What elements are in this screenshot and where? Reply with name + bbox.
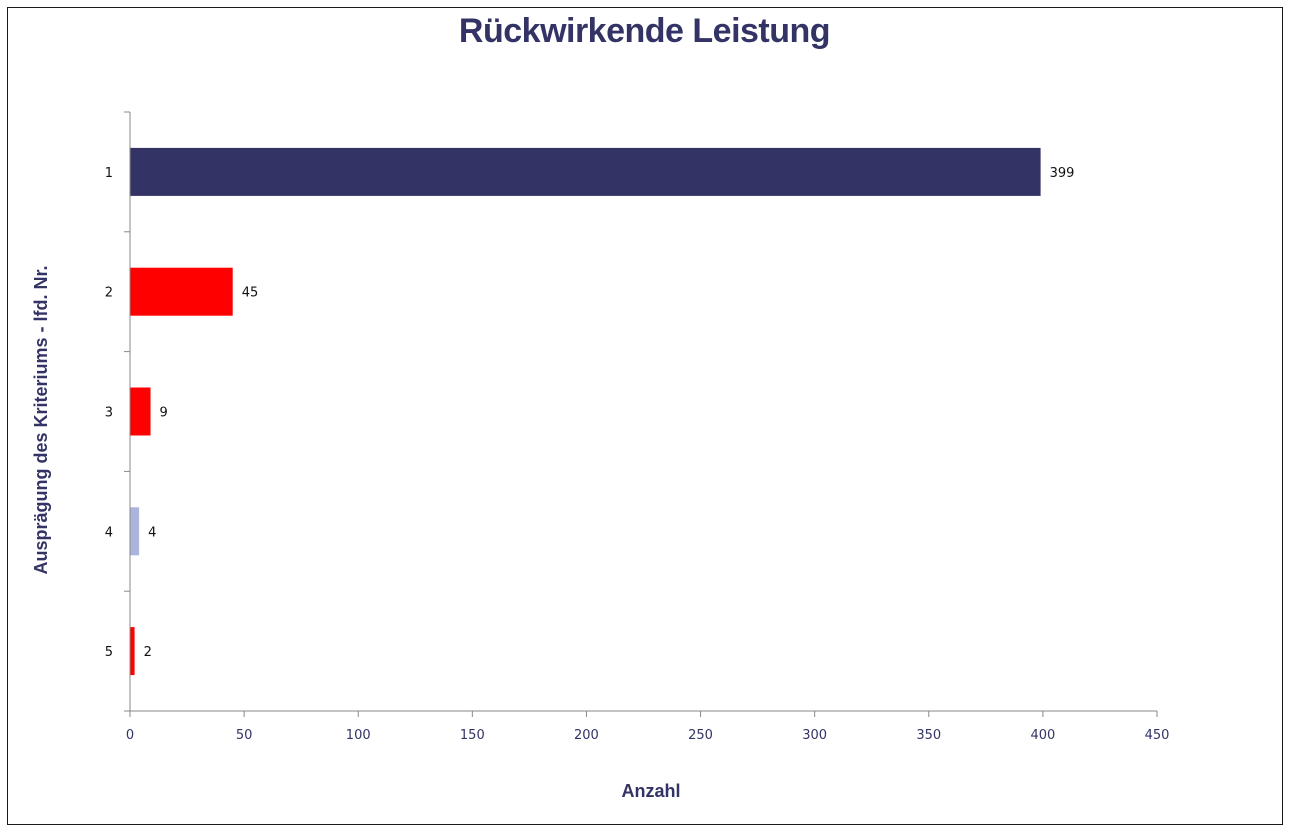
y-tick-label-3: 3 bbox=[105, 406, 113, 421]
bar-4 bbox=[130, 507, 140, 556]
axes-layer bbox=[124, 111, 1158, 717]
data-label-5: 2 bbox=[144, 645, 152, 660]
x-tick-label-150: 150 bbox=[460, 728, 485, 743]
bar-5 bbox=[130, 627, 135, 676]
x-tick-label-250: 250 bbox=[688, 728, 713, 743]
x-tick-label-450: 450 bbox=[1145, 728, 1170, 743]
x-tick-label-50: 50 bbox=[236, 728, 253, 743]
bar-1 bbox=[130, 147, 1041, 196]
x-tick-label-200: 200 bbox=[574, 728, 599, 743]
data-label-4: 4 bbox=[148, 525, 156, 540]
y-tick-label-4: 4 bbox=[105, 525, 113, 540]
data-label-1: 399 bbox=[1050, 166, 1075, 181]
chart-frame bbox=[7, 7, 1283, 825]
x-tick-label-300: 300 bbox=[802, 728, 827, 743]
data-label-3: 9 bbox=[160, 406, 168, 421]
x-tick-label-0: 0 bbox=[126, 728, 134, 743]
bars-layer bbox=[130, 147, 1041, 676]
bar-3 bbox=[130, 387, 151, 436]
data-label-2: 45 bbox=[242, 286, 259, 301]
x-tick-label-350: 350 bbox=[916, 728, 941, 743]
x-tick-label-400: 400 bbox=[1030, 728, 1055, 743]
x-tick-label-100: 100 bbox=[346, 728, 371, 743]
x-axis-title: Anzahl bbox=[621, 781, 680, 801]
y-axis-title: Ausprägung des Kriteriums - lfd. Nr. bbox=[31, 265, 51, 574]
y-tick-label-1: 1 bbox=[105, 166, 113, 181]
y-tick-label-5: 5 bbox=[105, 645, 113, 660]
chart-title: Rückwirkende Leistung bbox=[458, 12, 831, 50]
bar-2 bbox=[130, 267, 233, 316]
y-tick-label-2: 2 bbox=[105, 286, 113, 301]
